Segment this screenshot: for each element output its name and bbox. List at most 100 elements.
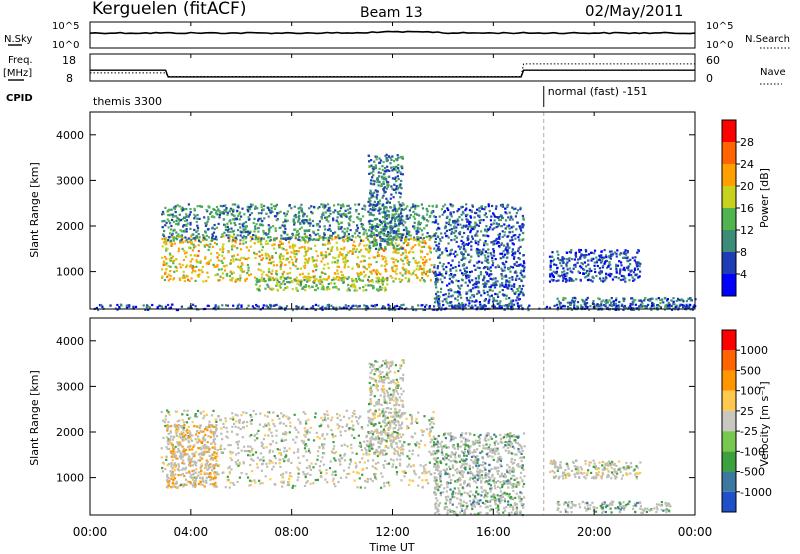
scatter-cell	[284, 432, 287, 435]
scatter-cell	[351, 280, 354, 283]
scatter-cell	[516, 302, 519, 305]
scatter-cell	[456, 218, 459, 221]
scatter-cell	[305, 258, 308, 261]
scatter-cell	[624, 280, 627, 283]
scatter-cell	[267, 232, 270, 236]
scatter-cell	[428, 450, 431, 453]
scatter-cell	[474, 277, 477, 280]
scatter-cell	[336, 248, 339, 251]
scatter-cell	[384, 286, 387, 289]
scatter-cell	[260, 445, 264, 448]
scatter-cell	[187, 306, 190, 310]
scatter-cell	[384, 459, 387, 462]
scatter-cell	[213, 241, 217, 245]
scatter-cell	[257, 212, 260, 215]
scatter-cell	[240, 215, 243, 218]
scatter-cell	[461, 235, 464, 238]
scatter-cell	[231, 244, 234, 247]
scatter-cell	[482, 283, 485, 286]
scatter-cell	[376, 234, 379, 237]
scatter-cell	[363, 244, 366, 247]
scatter-cell	[386, 233, 390, 236]
scatter-cell	[394, 242, 397, 245]
scatter-cell	[205, 426, 208, 429]
scatter-cell	[517, 298, 520, 301]
scatter-cell	[650, 308, 653, 311]
scatter-cell	[357, 417, 360, 420]
scatter-cell	[397, 169, 400, 172]
scatter-cell	[319, 424, 322, 427]
scatter-cell	[320, 217, 323, 220]
scatter-cell	[250, 480, 253, 483]
scatter-cell	[431, 426, 434, 429]
scatter-cell	[263, 414, 267, 417]
scatter-cell	[339, 463, 342, 466]
scatter-cell	[239, 239, 242, 242]
scatter-cell	[337, 458, 341, 461]
scatter-cell	[273, 243, 276, 246]
scatter-cell	[596, 264, 599, 268]
scatter-cell	[201, 234, 205, 237]
scatter-cell	[305, 236, 308, 239]
scatter-cell	[455, 240, 458, 243]
scatter-cell	[590, 251, 593, 254]
scatter-cell	[583, 268, 586, 271]
scatter-cell	[377, 281, 380, 284]
scatter-cell	[491, 305, 494, 308]
scatter-cell	[279, 265, 282, 268]
scatter-cell	[292, 484, 295, 487]
scatter-cell	[338, 306, 341, 309]
scatter-cell	[187, 435, 190, 438]
scatter-cell	[477, 274, 480, 278]
scatter-cell	[503, 234, 506, 237]
scatter-cell	[118, 306, 121, 309]
scatter-cell	[261, 279, 264, 282]
scatter-cell	[190, 235, 193, 238]
scatter-cell	[500, 305, 503, 308]
scatter-cell	[216, 256, 219, 259]
scatter-cell	[644, 305, 647, 308]
scatter-cell	[278, 284, 281, 288]
scatter-cell	[581, 263, 584, 266]
scatter-cell	[398, 462, 401, 465]
scatter-cell	[268, 208, 271, 211]
scatter-cell	[367, 416, 370, 419]
scatter-cell	[308, 257, 311, 260]
scatter-cell	[452, 305, 455, 308]
scatter-cell	[207, 236, 211, 239]
scatter-cell	[484, 229, 487, 232]
scatter-cell	[551, 255, 554, 258]
scatter-cell	[308, 279, 311, 282]
scatter-cell	[274, 462, 277, 465]
scatter-cell	[354, 250, 357, 253]
scatter-cell	[178, 219, 181, 222]
scatter-cell	[188, 240, 191, 243]
scatter-cell	[587, 253, 591, 256]
scatter-cell	[376, 190, 379, 193]
scatter-cell	[449, 269, 452, 273]
scatter-cell	[633, 278, 636, 281]
scatter-cell	[268, 270, 271, 274]
scatter-cell	[285, 213, 289, 216]
scatter-cell	[595, 304, 598, 307]
scatter-cell	[573, 307, 576, 310]
scatter-cell	[257, 236, 260, 239]
scatter-cell	[457, 305, 460, 308]
scatter-cell	[194, 254, 197, 257]
scatter-cell	[364, 486, 367, 489]
scatter-cell	[322, 211, 325, 214]
scatter-cell	[411, 453, 414, 456]
scatter-cell	[230, 213, 233, 216]
scatter-cell	[315, 278, 318, 281]
scatter-cell	[379, 236, 382, 239]
scatter-cell	[188, 441, 191, 444]
scatter-cell	[171, 218, 174, 221]
scatter-cell	[474, 268, 477, 271]
scatter-cell	[385, 197, 388, 200]
scatter-cell	[420, 256, 423, 259]
scatter-cell	[256, 305, 259, 308]
scatter-cell	[346, 238, 349, 241]
scatter-cell	[297, 306, 300, 309]
scatter-cell	[667, 304, 670, 307]
scatter-cell	[269, 460, 272, 463]
